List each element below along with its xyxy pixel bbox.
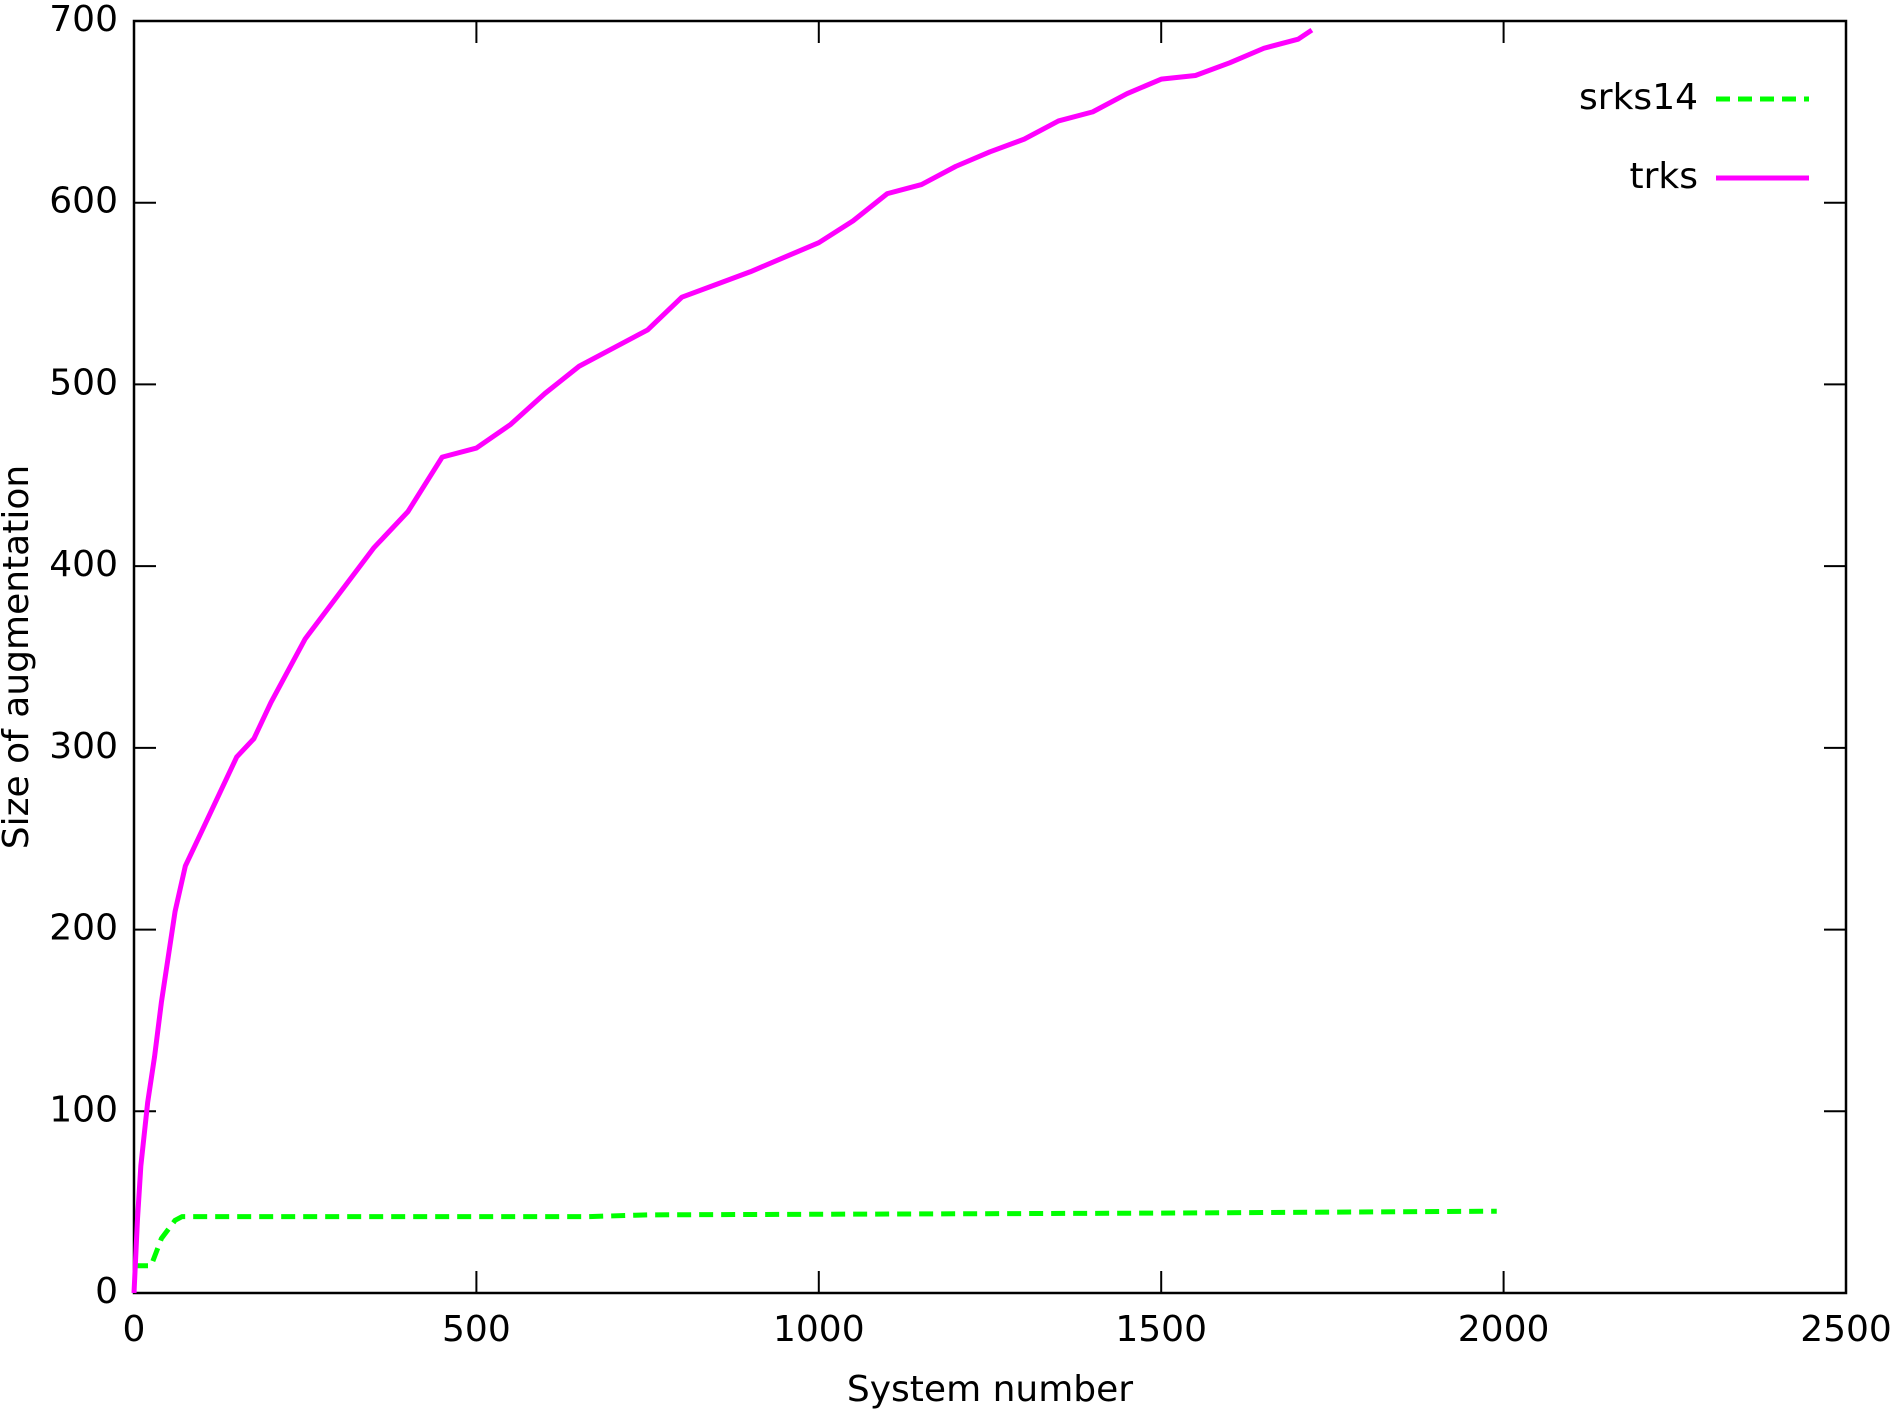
y-tick-label: 700 [49, 0, 118, 40]
y-tick-label: 600 [49, 181, 118, 222]
legend-label: srks14 [1579, 77, 1698, 118]
x-tick-label: 1000 [773, 1309, 865, 1350]
y-axis-title: Size of augmentation [0, 465, 37, 849]
plot-frame [132, 19, 1848, 1295]
y-tick-label: 0 [95, 1271, 118, 1312]
x-tick-label: 0 [123, 1309, 146, 1350]
series-line [134, 1208, 1497, 1269]
x-axis-title: System number [847, 1369, 1133, 1410]
x-tick-label: 2000 [1458, 1309, 1550, 1350]
x-tick-label: 500 [442, 1309, 511, 1350]
y-tick-label: 400 [49, 544, 118, 585]
y-tick-label: 300 [49, 726, 118, 767]
y-tick-label: 100 [49, 1089, 118, 1130]
legend-label: trks [1629, 156, 1698, 197]
x-tick-label: 2500 [1800, 1309, 1892, 1350]
x-tick-label: 1500 [1115, 1309, 1207, 1350]
y-tick-label: 200 [49, 908, 118, 949]
y-tick-label: 500 [49, 362, 118, 403]
series-line [131, 28, 1314, 1294]
